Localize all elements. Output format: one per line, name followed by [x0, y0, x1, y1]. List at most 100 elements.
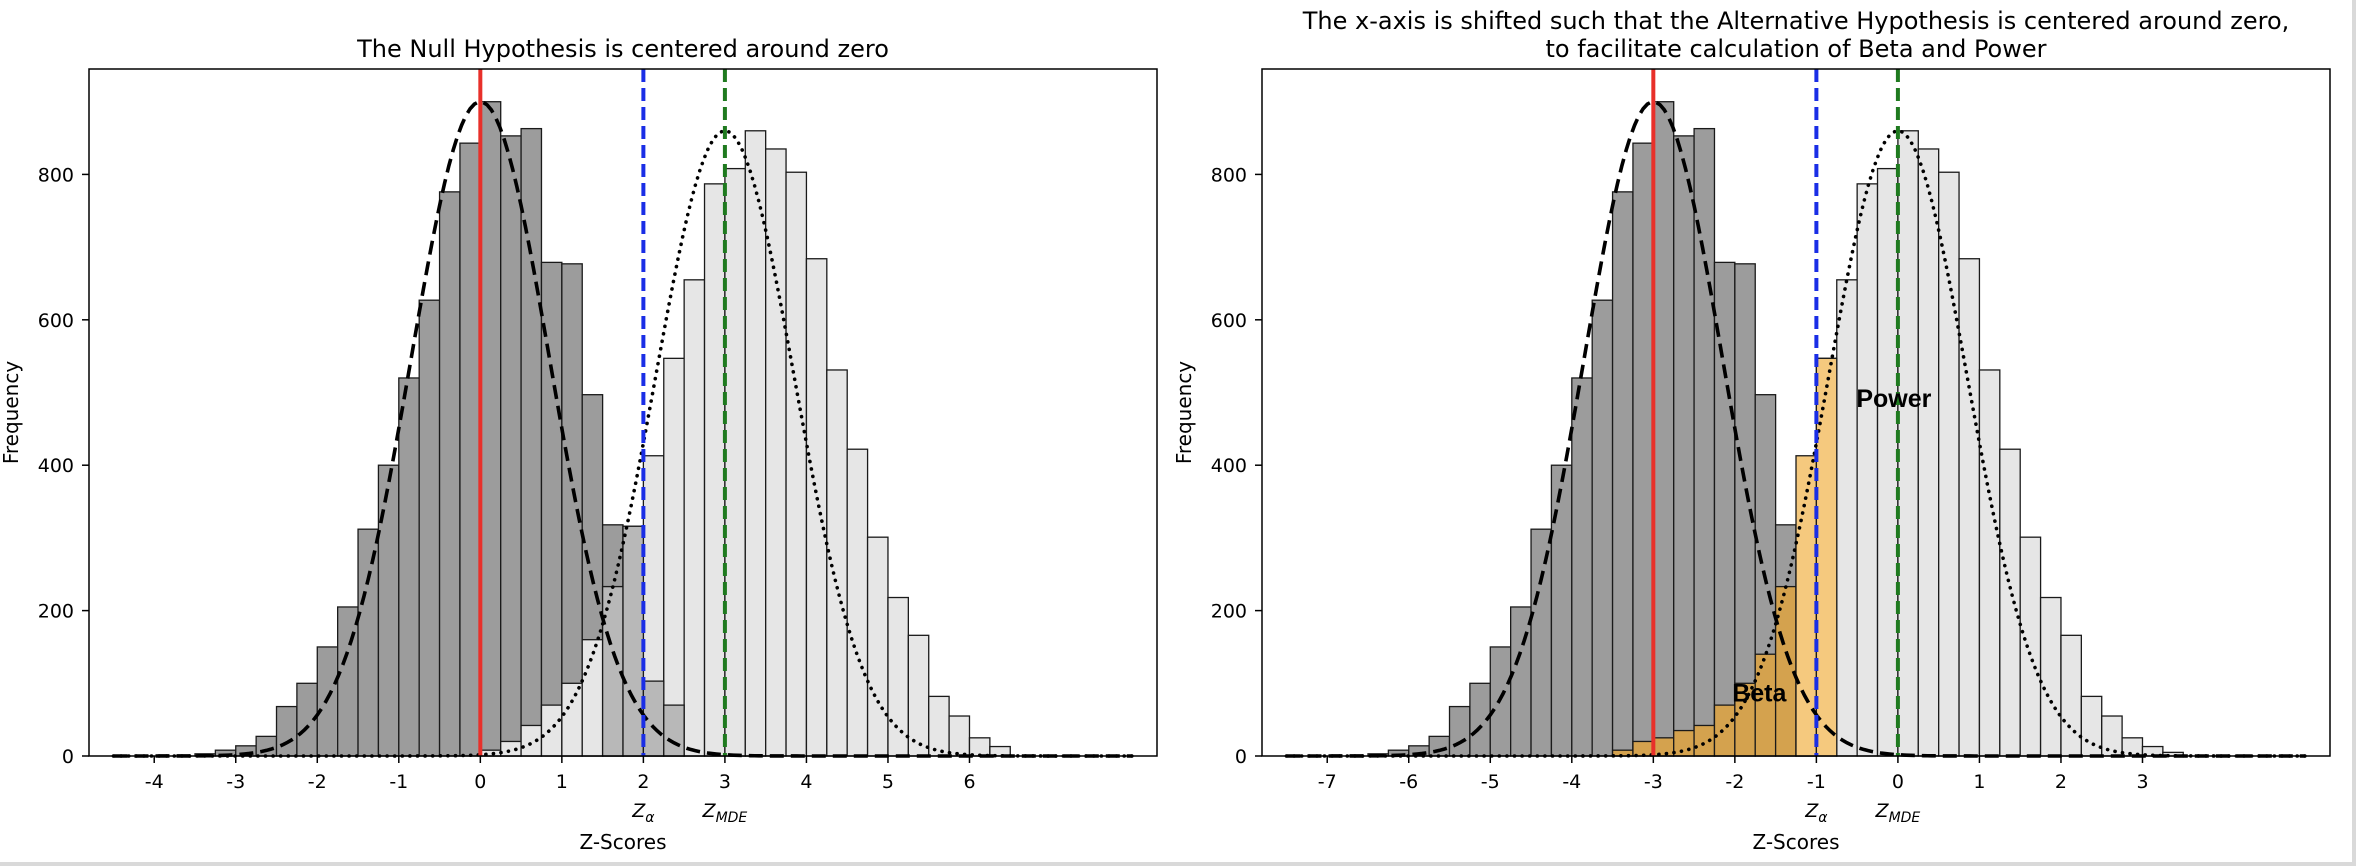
x-tick-label: -4: [145, 771, 164, 793]
histogram-bar: [1611, 191, 1634, 757]
histogram-bar: [826, 369, 848, 757]
y-tick-label: 600: [1211, 310, 1247, 332]
y-tick-label: 0: [62, 746, 74, 768]
histogram-bar: [663, 357, 685, 757]
window-frame-right: [2352, 0, 2356, 866]
histogram-bar: [765, 148, 787, 757]
histogram-bar: [479, 749, 502, 757]
annotation-power: Power: [1856, 385, 1931, 413]
histogram-bar: [744, 130, 767, 757]
x-tick-label: 6: [963, 771, 975, 793]
histogram-bar: [1999, 448, 2021, 757]
x-axis-label: Z-Scores: [579, 830, 666, 854]
series-null-distribution-histogram: [1367, 101, 1818, 757]
x-axis-label: Z-Scores: [1752, 830, 1839, 854]
histogram-bar: [1571, 377, 1593, 757]
histogram-bar: [377, 464, 400, 757]
x-tick-label: -7: [1318, 771, 1337, 793]
chart-panel-2: The x-axis is shifted such that the Alte…: [1172, 7, 2331, 854]
histogram-bar: [1550, 464, 1573, 757]
histogram-bar: [479, 101, 502, 757]
histogram-bar: [866, 536, 889, 757]
y-tick-label: 800: [38, 164, 74, 186]
chart-title: The x-axis is shifted such that the Alte…: [1302, 7, 2290, 35]
histogram-bar: [1713, 704, 1736, 757]
y-tick-label: 200: [38, 601, 74, 623]
x-tick-label: 0: [474, 771, 486, 793]
histogram-bar: [887, 596, 909, 757]
histogram-bar: [2101, 715, 2123, 757]
histogram-bar: [275, 705, 298, 757]
histogram-bar: [1673, 135, 1695, 757]
histogram-bar: [561, 682, 583, 757]
x-tick-label: 3: [2136, 771, 2148, 793]
histogram-bar: [337, 606, 359, 757]
histogram-bar: [846, 448, 869, 757]
x-tick-label: 3: [719, 771, 731, 793]
x-tick-label: -3: [1644, 771, 1663, 793]
y-tick-label: 400: [38, 455, 74, 477]
histogram-bar: [1815, 357, 1838, 757]
histogram-bar: [683, 279, 706, 757]
histogram-bar: [1978, 369, 2001, 757]
x-tick-label: -4: [1562, 771, 1581, 793]
histogram-bar: [622, 525, 645, 757]
histogram-bar: [1673, 729, 1695, 757]
z-label-mde: ZMDE: [1875, 800, 1921, 826]
x-tick-label: 2: [637, 771, 649, 793]
histogram-bar: [2039, 596, 2062, 757]
x-tick-label: -1: [1807, 771, 1826, 793]
window-frame-bottom: [0, 862, 2356, 866]
histogram-bar: [1510, 606, 1532, 757]
x-tick-label: -2: [1725, 771, 1744, 793]
x-tick-label: -5: [1481, 771, 1500, 793]
plot-frame: [88, 68, 1158, 757]
plot-frame: [1261, 68, 2331, 757]
alternative-density-curve: [1284, 128, 2308, 758]
histogram-bar: [540, 704, 563, 757]
histogram-bar: [1856, 183, 1879, 757]
x-tick-label: 1: [1973, 771, 1985, 793]
y-tick-label: 400: [1211, 455, 1247, 477]
z-label-mde: ZMDE: [702, 800, 748, 826]
z-label-α: Zα: [631, 800, 655, 826]
histogram-bar: [2121, 737, 2144, 757]
histogram-bar: [418, 299, 441, 757]
x-tick-label: -3: [226, 771, 245, 793]
y-axis-label: Frequency: [1172, 361, 1196, 464]
y-tick-label: 200: [1211, 601, 1247, 623]
histogram-bar: [805, 258, 828, 757]
histogram-bar: [928, 695, 950, 757]
histogram-bar: [581, 639, 604, 757]
histogram-bar: [438, 191, 461, 757]
x-tick-label: 4: [800, 771, 812, 793]
series-alternative-distribution-histogram: [1815, 130, 2184, 757]
histogram-bar: [1652, 737, 1675, 757]
y-axis-label: Frequency: [0, 361, 23, 464]
histogram-bar: [1917, 148, 1940, 757]
x-tick-label: 1: [556, 771, 568, 793]
histogram-bar: [1652, 101, 1675, 757]
z-label-α: Zα: [1804, 800, 1828, 826]
histogram-bar: [255, 735, 278, 757]
x-tick-label: -1: [389, 771, 408, 793]
x-tick-label: 2: [2055, 771, 2067, 793]
histogram-bar: [398, 377, 420, 757]
y-tick-label: 600: [38, 310, 74, 332]
histogram-bar: [1876, 167, 1899, 757]
histogram-bar: [1632, 142, 1654, 757]
x-tick-label: 0: [1892, 771, 1904, 793]
y-tick-label: 0: [1235, 746, 1247, 768]
histogram-bar: [785, 171, 808, 757]
y-tick-label: 800: [1211, 164, 1247, 186]
annotation-beta: Beta: [1732, 679, 1787, 707]
histogram-bar: [1938, 171, 1960, 757]
histogram-bar: [703, 183, 726, 757]
chart-subtitle: to facilitate calculation of Beta and Po…: [1545, 35, 2046, 63]
histogram-bar: [357, 528, 380, 757]
histogram-bar: [724, 167, 746, 757]
histogram-bar: [1428, 735, 1451, 757]
histogram-bar: [561, 263, 583, 757]
histogram-bar: [459, 142, 481, 757]
